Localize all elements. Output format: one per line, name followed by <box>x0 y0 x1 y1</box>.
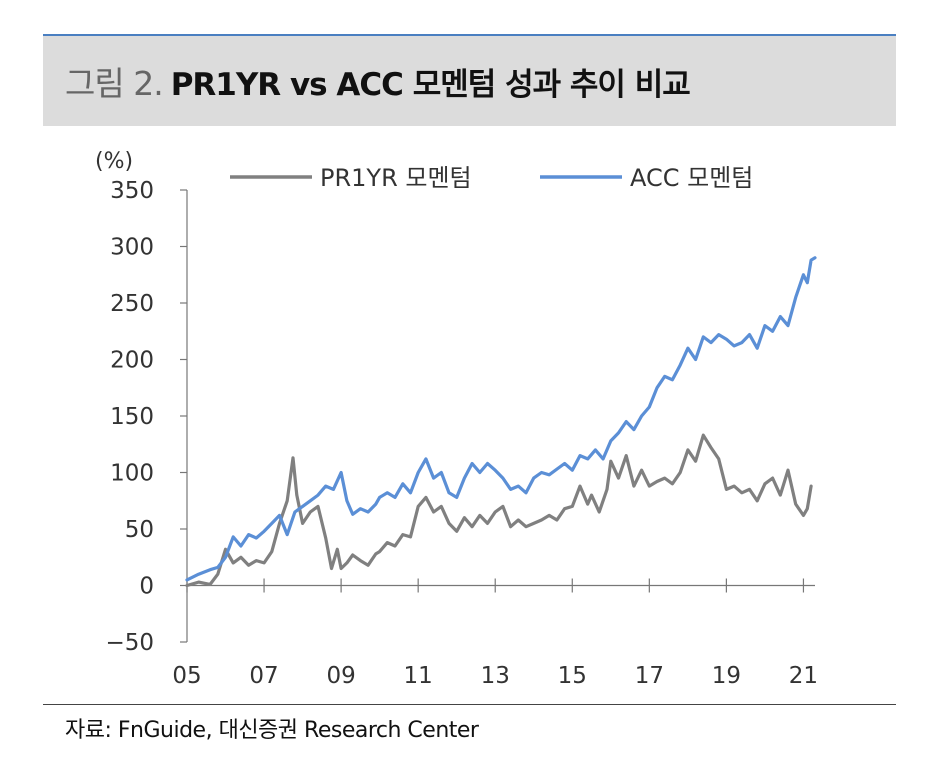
y-tick-label: 250 <box>110 291 154 317</box>
series-layer <box>185 256 817 588</box>
source-note: 자료: FnGuide, 대신증권 Research Center <box>65 718 479 743</box>
y-tick-label: 350 <box>110 178 154 204</box>
x-tick-label: 21 <box>789 663 818 689</box>
chart-area: 350 300 250 200 150 100 50 0 −50 (%) 05 07 09 11 13 15 1… <box>0 130 950 700</box>
series-line-acc <box>185 256 817 582</box>
legend: PR1YR 모멘텀 ACC 모멘텀 <box>230 164 753 192</box>
x-tick-label: 05 <box>172 663 201 689</box>
legend-label: PR1YR 모멘텀 <box>320 164 472 192</box>
y-tick-label: 300 <box>110 235 154 261</box>
y-tick-label: −50 <box>105 630 154 656</box>
series-line-pr1yr <box>185 433 813 588</box>
y-tick-label: 150 <box>110 404 154 430</box>
figure-title: PR1YR vs ACC 모멘텀 성과 추이 비교 <box>170 66 691 103</box>
y-tick-label: 50 <box>125 517 154 543</box>
y-axis-unit-label: (%) <box>95 149 133 174</box>
x-tick-label: 13 <box>481 663 510 689</box>
x-tick-label: 07 <box>249 663 278 689</box>
y-tick-label: 0 <box>139 574 154 600</box>
x-tick-label: 19 <box>712 663 741 689</box>
figure-header: 그림 2. PR1YR vs ACC 모멘텀 성과 추이 비교 <box>43 36 896 126</box>
footer-rule <box>43 704 896 705</box>
x-tick-label: 17 <box>635 663 664 689</box>
header-top-rule <box>43 34 896 36</box>
y-tick-label: 100 <box>110 461 154 487</box>
legend-label: ACC 모멘텀 <box>630 164 753 192</box>
x-tick-label: 11 <box>404 663 433 689</box>
axes: 350 300 250 200 150 100 50 0 −50 (%) 05 07 09 11 13 15 1… <box>95 149 818 689</box>
line-chart: 350 300 250 200 150 100 50 0 −50 (%) 05 07 09 11 13 15 1… <box>95 149 818 689</box>
figure-label: 그림 2. <box>65 64 164 103</box>
x-tick-label: 15 <box>558 663 587 689</box>
x-tick-label: 09 <box>326 663 355 689</box>
y-tick-label: 200 <box>110 348 154 374</box>
